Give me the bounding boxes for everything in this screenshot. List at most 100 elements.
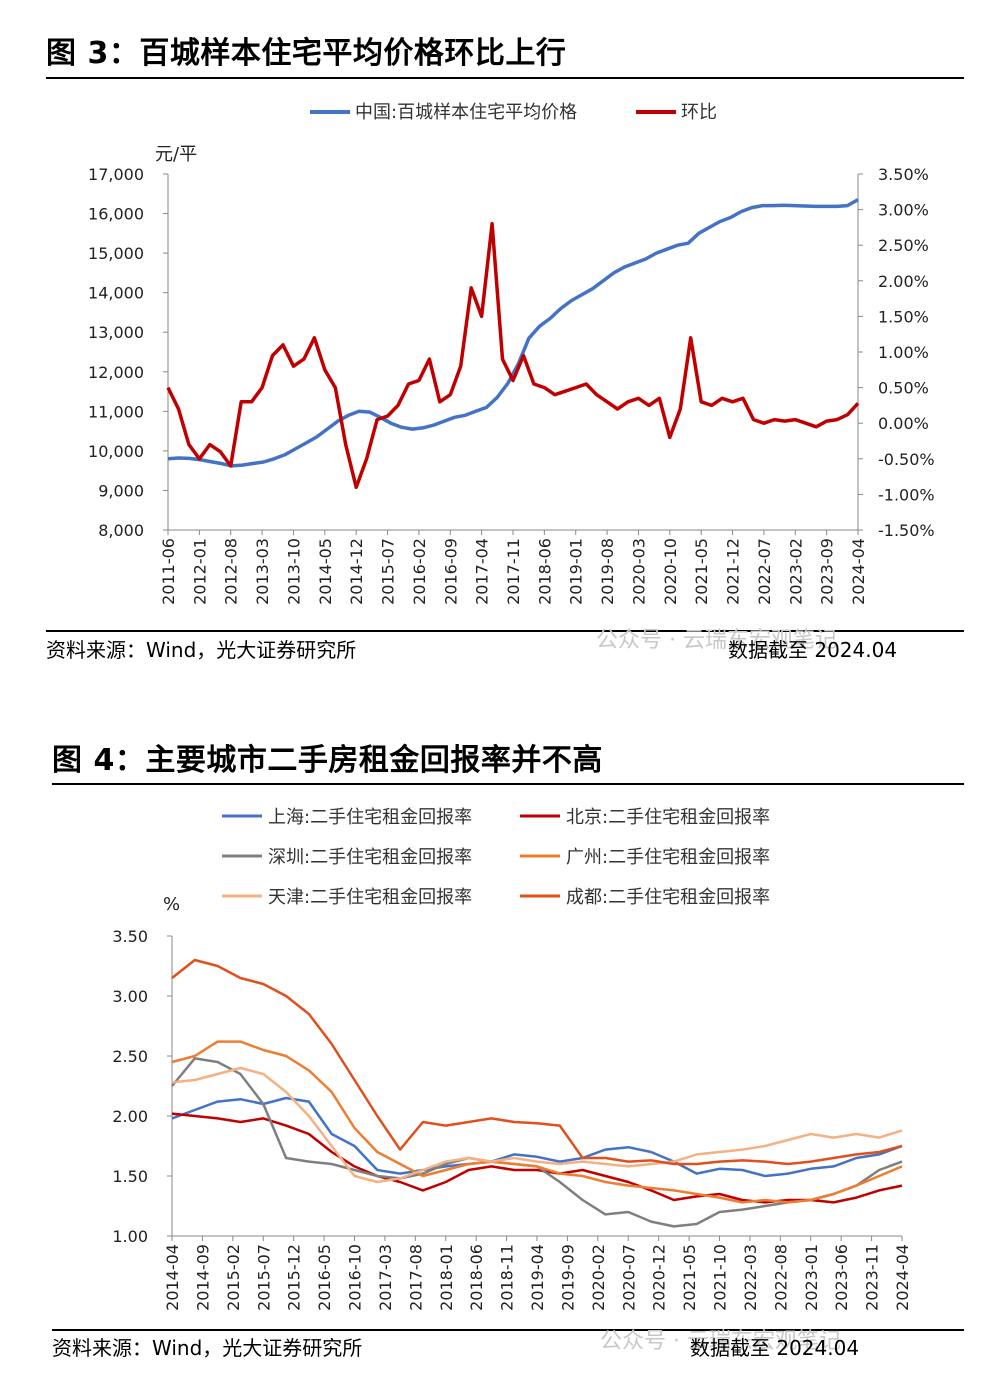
chart3-x-tick-label: 2020-10 [661,538,680,605]
chart3-x-tick-label: 2023-02 [786,538,805,605]
chart3-left-tick-label: 11,000 [88,402,144,421]
chart4-x-tick-label: 2015-12 [285,1244,304,1311]
fig3-source: 资料来源：Wind，光大证券研究所 [46,638,357,662]
chart3-legend-label-0: 中国:百城样本住宅平均价格 [355,102,577,123]
chart4-x-tick-label: 2019-04 [528,1244,547,1311]
chart3-series-line-1 [166,222,860,490]
chart3-x-tick-label: 2011-06 [159,538,178,605]
chart4-x-tick-label: 2019-09 [558,1244,577,1311]
chart3-right-tick-label: 0.50% [878,379,929,398]
chart4-left-tick-label: 2.00 [112,1107,148,1126]
chart4-series-line-3 [171,1040,903,1204]
chart3-x-tick-label: 2017-11 [504,538,523,605]
fig4-title-rule [52,783,964,785]
fig4-source: 资料来源：Wind，光大证券研究所 [52,1336,363,1360]
chart4-left-unit: % [163,894,180,915]
chart4-x-tick-label: 2015-02 [224,1244,243,1311]
chart3-x-tick-label: 2017-04 [473,538,492,605]
chart3-right-tick-label: 3.50% [878,165,929,184]
chart4-legend-label-4: 天津:二手住宅租金回报率 [268,887,472,908]
fig3-watermark: 公众号 · 云瑞东宏观笔记 [596,628,837,653]
chart3-x-tick-label: 2024-04 [849,538,868,605]
chart3-x-tick-label: 2015-07 [379,538,398,605]
chart3-x-tick-label: 2013-03 [253,538,272,605]
chart3-x-tick-label: 2021-05 [692,538,711,605]
chart4-x-tick-label: 2018-01 [437,1244,456,1311]
chart3-right-tick-label: -0.50% [878,450,935,469]
chart3-right-tick-label: -1.50% [878,521,935,540]
chart3-left-unit: 元/平 [155,144,197,165]
chart4-x-tick-label: 2022-03 [741,1244,760,1311]
chart4-series-line-4 [171,1066,903,1184]
chart4-legend-label-5: 成都:二手住宅租金回报率 [566,887,770,908]
chart4-x-tick-label: 2017-03 [376,1244,395,1311]
chart4-x-tick-label: 2015-07 [254,1244,273,1311]
chart3-right-tick-label: 2.00% [878,272,929,291]
chart4-legend-label-1: 北京:二手住宅租金回报率 [566,807,770,828]
chart4-x-tick-label: 2017-08 [406,1244,425,1311]
chart4-x-tick-label: 2014-04 [163,1244,182,1311]
chart3-series-line-0 [167,198,859,468]
chart4-left-tick-label: 1.00 [112,1227,148,1246]
chart3-right-tick-label: 0.00% [878,414,929,433]
chart3-right-tick-label: 3.00% [878,201,929,220]
chart3-x-tick-label: 2016-02 [410,538,429,605]
chart3-x-tick-label: 2012-01 [190,538,209,605]
chart3-left-tick-label: 17,000 [88,165,144,184]
chart3-svg: 8,000 9,000 10,000 11,000 12,000 13,000 14,000… [88,102,935,605]
chart3-x-tick-label: 2023-09 [818,538,837,605]
chart4-x-tick-label: 2024-04 [893,1244,912,1311]
fig3-title-rule [46,77,964,79]
chart3-x-tick-label: 2021-12 [724,538,743,605]
chart3-x-tick-label: 2018-06 [535,538,554,605]
chart3-left-tick-label: 14,000 [88,284,144,303]
chart3-left-tick-label: 9,000 [98,481,144,500]
fig4-cutoff: 数据截至 2024.04 [690,1336,860,1360]
chart4-x-tick-label: 2018-11 [498,1244,517,1311]
chart3-left-tick-label: 15,000 [88,244,144,263]
chart4-x-tick-label: 2023-06 [832,1244,851,1311]
chart4-x-tick-label: 2020-07 [619,1244,638,1311]
chart4-left-tick-label: 2.50 [112,1047,148,1066]
chart3-left-tick-label: 8,000 [98,521,144,540]
chart4-legend-label-0: 上海:二手住宅租金回报率 [268,807,472,828]
chart4-x-tick-label: 2016-05 [315,1244,334,1311]
chart4-x-tick-label: 2021-05 [680,1244,699,1311]
chart3-left-tick-label: 16,000 [88,205,144,224]
chart3-right-tick-label: -1.00% [878,485,935,504]
chart4-left-tick-label: 1.50 [112,1167,148,1186]
chart4-x-tick-label: 2022-08 [771,1244,790,1311]
chart3-x-tick-label: 2019-01 [567,538,586,605]
fig3-cutoff: 数据截至 2024.04 [728,638,898,662]
chart3-x-tick-label: 2022-07 [755,538,774,605]
chart4-x-tick-label: 2021-10 [711,1244,730,1311]
fig3-title: 图 3：百城样本住宅平均价格环比上行 [46,36,567,71]
chart4-left-tick-label: 3.50 [112,927,148,946]
chart3-x-tick-label: 2013-10 [284,538,303,605]
chart3-x-tick-label: 2012-08 [222,538,241,605]
chart4-x-tick-label: 2023-11 [863,1244,882,1311]
chart3-left-tick-label: 12,000 [88,363,144,382]
fig3-source-rule [46,630,964,632]
chart3-legend-label-1: 环比 [681,102,717,123]
chart3-right-tick-label: 1.00% [878,343,929,362]
chart3-x-tick-label: 2019-08 [598,538,617,605]
chart4-svg: 1.00 1.50 2.00 2.50 3.00 3.50 2014-04 2014-09 20… [112,807,912,1311]
chart4-x-tick-label: 2018-06 [467,1244,486,1311]
chart3-left-tick-label: 10,000 [88,442,144,461]
chart4-legend-label-2: 深圳:二手住宅租金回报率 [268,847,472,868]
chart4-series-line-5 [171,958,903,1166]
chart4-x-tick-label: 2020-12 [650,1244,669,1311]
chart4-x-tick-label: 2014-09 [193,1244,212,1311]
chart4-x-tick-label: 2020-02 [589,1244,608,1311]
chart3-x-tick-label: 2014-12 [347,538,366,605]
fig4-watermark: 公众号 · 云瑞东宏观笔记 [600,1329,841,1354]
chart4-x-tick-label: 2023-01 [802,1244,821,1311]
chart3-left-tick-label: 13,000 [88,323,144,342]
chart4-left-tick-label: 3.00 [112,987,148,1006]
fig4-source-rule [52,1329,964,1331]
chart4-legend-label-3: 广州:二手住宅租金回报率 [566,847,770,868]
chart3-right-tick-label: 2.50% [878,236,929,255]
chart3-right-tick-label: 1.50% [878,307,929,326]
fig4-title: 图 4：主要城市二手房租金回报率并不高 [52,743,603,778]
